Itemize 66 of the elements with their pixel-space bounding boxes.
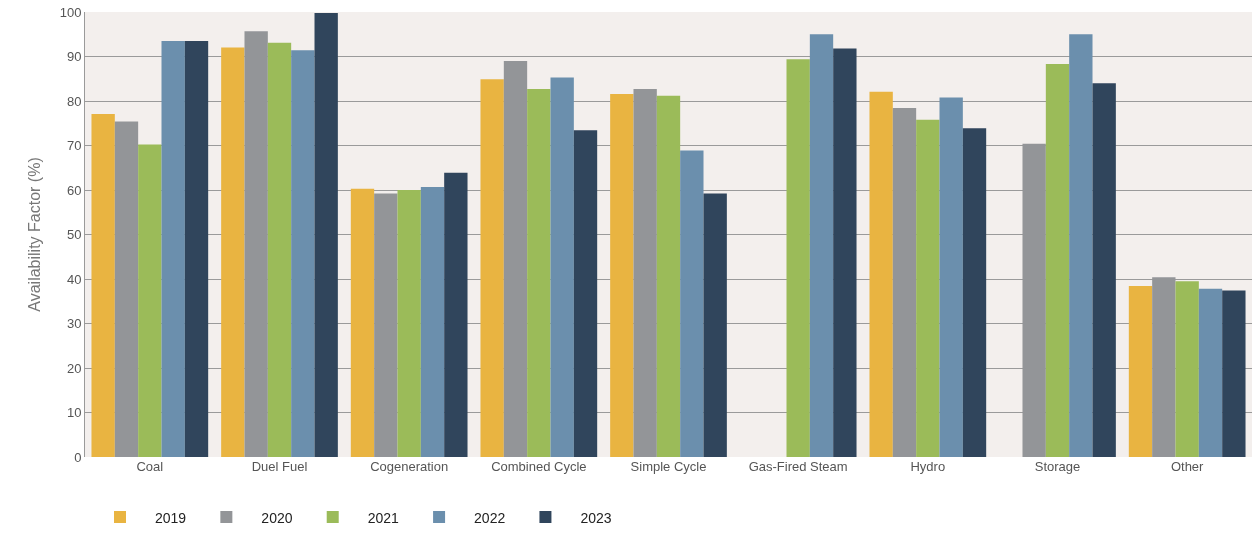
x-tick-label: Combined Cycle (491, 459, 587, 474)
bar (480, 79, 504, 457)
y-tick-label: 10 (66, 405, 82, 421)
y-axis-title: Availability Factor (%) (25, 157, 43, 312)
y-tick-label: 0 (74, 449, 82, 465)
x-tick-label: Duel Fuel (251, 459, 308, 474)
y-tick-label: 80 (66, 93, 82, 109)
x-tick-label: Hydro (910, 459, 946, 474)
legend-label: 2021 (367, 509, 400, 526)
legend-label: 2019 (155, 509, 187, 526)
legend-label: 2020 (261, 509, 293, 526)
legend-label: 2023 (580, 509, 612, 526)
bar (962, 128, 987, 457)
y-tick-label: 50 (66, 227, 82, 243)
bar (633, 88, 657, 457)
bar (703, 193, 727, 457)
x-tick-label: Other (1170, 459, 1205, 474)
legend-label: 2022 (474, 509, 506, 526)
bar (527, 88, 551, 457)
bar (114, 121, 139, 457)
x-tick-label: Simple Cycle (630, 459, 707, 474)
bar (680, 150, 704, 457)
bar (91, 113, 115, 457)
bar (374, 193, 398, 457)
bar (138, 144, 162, 457)
bar (1069, 34, 1093, 457)
bar (869, 91, 893, 457)
bar (350, 188, 375, 457)
y-tick-label: 30 (66, 316, 82, 332)
bar (420, 186, 445, 457)
bar (314, 12, 338, 457)
x-tick-label: Gas-Fired Steam (748, 459, 848, 474)
bar (550, 77, 574, 457)
bar (916, 119, 940, 457)
bar (610, 93, 634, 457)
bar (244, 31, 268, 457)
y-tick-label: 20 (66, 360, 82, 376)
bar (221, 47, 245, 457)
bar (503, 60, 528, 457)
x-tick-label: Coal (136, 459, 164, 474)
bar (809, 34, 834, 457)
y-tick-label: 90 (66, 49, 82, 65)
y-tick-label: 100 (59, 4, 82, 20)
x-tick-label: Storage (1034, 459, 1081, 474)
bar (397, 190, 421, 457)
bar (1045, 64, 1070, 457)
bar (1092, 83, 1116, 457)
bar (786, 59, 810, 457)
bar (1222, 290, 1246, 457)
bar (573, 130, 598, 457)
bar (161, 40, 185, 457)
bar (833, 48, 857, 457)
bar (939, 97, 963, 457)
bar (1128, 286, 1153, 457)
bar (1175, 281, 1199, 457)
y-tick-label: 40 (66, 271, 82, 287)
bar (444, 172, 468, 457)
bar (267, 42, 292, 457)
x-tick-label: Cogeneration (370, 459, 449, 474)
y-tick-label: 70 (66, 138, 82, 154)
bar (892, 108, 917, 457)
bar (184, 40, 209, 457)
bar (656, 95, 681, 457)
y-tick-label: 60 (66, 182, 82, 198)
bar (1198, 288, 1223, 457)
bar (291, 50, 315, 457)
